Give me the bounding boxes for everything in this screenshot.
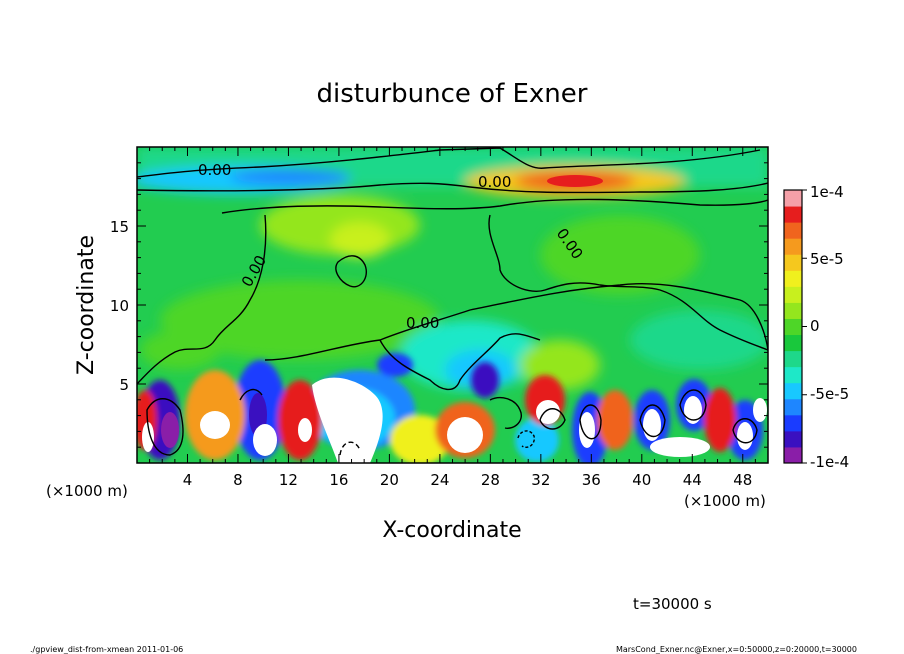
footer-left: ./gpview_dist-from-xmean 2011-01-06	[30, 645, 183, 654]
y-tick-label: 5	[119, 376, 129, 394]
x-tick-label: 12	[279, 471, 298, 489]
x-tick-label: 28	[481, 471, 500, 489]
colorbar-swatch	[784, 238, 802, 255]
x-tick-label: 16	[329, 471, 348, 489]
footer-right: MarsCond_Exner.nc@Exner,x=0:50000,z=0:20…	[616, 645, 857, 654]
colorbar-swatch	[784, 286, 802, 303]
colorbar-swatch	[784, 366, 802, 384]
x-tick-label: 36	[582, 471, 601, 489]
colorbar-tick-label: 5e-5	[810, 250, 844, 268]
x-tick-label: 8	[233, 471, 243, 489]
colorbar-swatch	[784, 190, 802, 207]
y-axis-ticks: 5 10 15	[110, 162, 768, 448]
y-tick-label: 10	[110, 297, 129, 315]
colorbar-swatch	[784, 270, 802, 287]
x-axis-ticks: 4 8 12 16 20 24 28 32 36 40 44 48	[149, 147, 756, 489]
contour-label: 0.00	[406, 314, 439, 332]
x-tick-label: 20	[380, 471, 399, 489]
colorbar	[783, 189, 807, 464]
colorbar-swatch	[784, 302, 802, 319]
colorbar-tick-label: -5e-5	[810, 385, 849, 403]
colorbar-swatch	[784, 222, 802, 239]
colorbar-swatch	[784, 350, 802, 368]
x-tick-label: 24	[430, 471, 449, 489]
colorbar-tick-label: -1e-4	[810, 453, 849, 471]
colorbar-swatch	[784, 398, 802, 416]
chart-title: disturbunce of Exner	[317, 79, 588, 109]
x-tick-label: 48	[733, 471, 752, 489]
x-tick-label: 44	[683, 471, 702, 489]
x-unit-label-right: (×1000 m)	[684, 492, 766, 510]
y-axis-label: Z-coordinate	[74, 235, 99, 375]
colorbar-swatch	[784, 382, 802, 400]
colorbar-swatch	[784, 430, 802, 448]
colorbar-swatch	[784, 206, 802, 223]
x-tick-label: 40	[632, 471, 651, 489]
contour-label: 0.00	[198, 161, 231, 179]
colorbar-swatch	[784, 254, 802, 271]
colorbar-swatch	[784, 334, 802, 352]
colorbar-tick-label: 0	[810, 317, 820, 335]
colorbar-swatch	[784, 318, 802, 336]
heatmap-field	[137, 147, 768, 463]
zero-contours	[137, 147, 768, 456]
colorbar-tick-labels: 1e-4 5e-5 0 -5e-5 -1e-4	[810, 183, 849, 471]
time-annotation: t=30000 s	[633, 595, 712, 613]
x-tick-label: 32	[531, 471, 550, 489]
contour-label: 0.00	[478, 173, 511, 191]
x-axis-label: X-coordinate	[382, 518, 521, 543]
colorbar-tick-label: 1e-4	[810, 183, 844, 201]
x-tick-label: 4	[183, 471, 193, 489]
y-tick-label: 15	[110, 218, 129, 236]
x-unit-label-left: (×1000 m)	[46, 482, 128, 500]
colorbar-swatch	[784, 446, 802, 464]
colorbar-swatch	[784, 414, 802, 432]
